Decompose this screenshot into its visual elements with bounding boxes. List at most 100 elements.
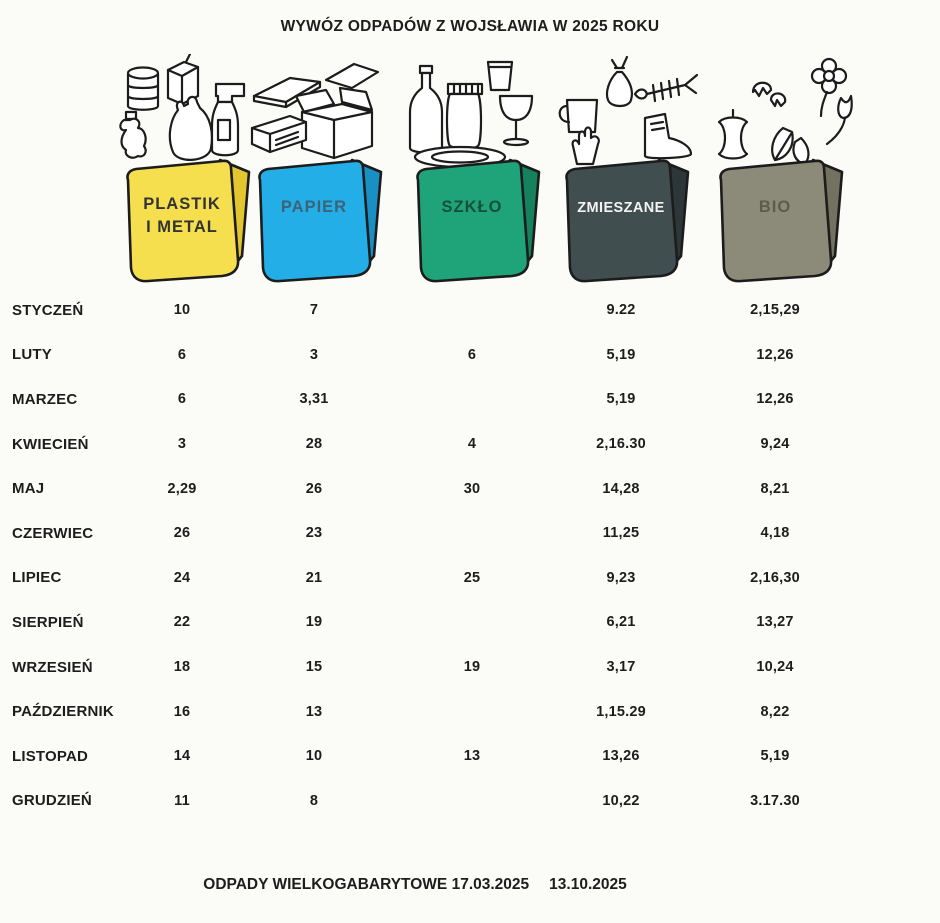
schedule-table: STYCZEŃ 10 7 9.22 2,15,29 LUTY 6 3 6 5,1… (0, 288, 940, 823)
month-label: LISTOPAD (12, 747, 89, 765)
spray-bottle-icon (210, 82, 246, 157)
month-label: LUTY (12, 346, 52, 364)
bio-dates: 8,22 (760, 703, 790, 720)
zmieszane-dates: 9.22 (606, 302, 636, 319)
plastik-dates: 2,29 (167, 480, 197, 497)
plastik-dates: 10 (173, 302, 191, 319)
zmieszane-dates: 11,25 (602, 525, 640, 542)
zmieszane-dates: 3,17 (606, 659, 636, 676)
bin-szklo: SZKŁO (408, 60, 541, 283)
month-label: KWIECIEŃ (12, 435, 89, 453)
leaves-icon (771, 126, 810, 166)
flower-icon (810, 57, 848, 118)
papier-dates: 19 (305, 614, 323, 631)
bin-label-line1: BIO (759, 198, 791, 216)
bulky-waste-note: ODPADY WIELKOGABARYTOWE 17.03.2025 13.10.… (0, 876, 885, 894)
table-row: PAŹDZIERNIK 16 13 1,15.29 8,22 (0, 689, 940, 734)
papier-dates: 10 (305, 748, 323, 765)
bin-front-face (565, 159, 679, 283)
bin-papier: PAPIER (250, 62, 383, 283)
old-shoe-icon (643, 112, 693, 160)
plastik-dates: 11 (174, 792, 190, 809)
bio-dates: 8,21 (760, 480, 790, 497)
plastik-dates: 3 (177, 436, 187, 453)
fish-skeleton-icon (633, 73, 699, 103)
papier-dates: 28 (305, 436, 323, 453)
bin-bio: BIO (717, 57, 853, 283)
bin-label-line1: ZMIESZANE (577, 200, 664, 216)
bulky-waste-label: ODPADY WIELKOGABARYTOWE (203, 876, 448, 893)
month-label: CZERWIEC (12, 524, 94, 542)
month-label: WRZESIEŃ (12, 658, 93, 676)
szklo-dates: 6 (467, 346, 477, 363)
folded-sheet-icon (324, 62, 380, 90)
bin-label-line1: PLASTIK (143, 195, 221, 213)
apple-core-icon (717, 108, 749, 160)
plastik-dates: 24 (173, 569, 191, 586)
cardboard-box-icon (294, 86, 374, 160)
papier-dates: 23 (305, 525, 323, 542)
zmieszane-dates: 2,16.30 (596, 436, 646, 453)
papier-dates: 13 (305, 703, 323, 720)
paper-stack-icon (252, 76, 322, 109)
month-label: LIPIEC (12, 569, 62, 587)
papier-dates: 3 (309, 346, 319, 363)
table-row: SIERPIEŃ 22 19 6,21 13,27 (0, 600, 940, 645)
zmieszane-dates: 14,28 (602, 480, 640, 497)
zmieszane-dates: 9,23 (606, 569, 636, 586)
month-label: PAŹDZIERNIK (12, 703, 114, 721)
szklo-dates: 25 (463, 569, 481, 586)
bio-dates: 12,26 (756, 346, 794, 363)
bio-dates: 5,19 (760, 748, 790, 765)
jar-icon (445, 82, 484, 151)
zmieszane-dates: 13,26 (602, 748, 640, 765)
bin-zmieszane: ZMIESZANE (558, 55, 699, 283)
crumpled-bottle-icon (119, 110, 147, 159)
table-row: MAJ 2,29 26 30 14,28 8,21 (0, 466, 940, 511)
zmieszane-dates: 5,19 (606, 346, 636, 363)
table-row: LISTOPAD 14 10 13 13,26 5,19 (0, 734, 940, 779)
month-label: SIERPIEŃ (12, 613, 84, 631)
page-title: WYWÓZ ODPADÓW Z WOJSŁAWIA W 2025 ROKU (280, 18, 660, 35)
bio-dates: 2,15,29 (750, 302, 800, 319)
month-label: STYCZEŃ (12, 301, 84, 319)
szklo-dates: 30 (463, 480, 481, 497)
szklo-dates: 4 (467, 436, 477, 453)
table-row: KWIECIEŃ 3 28 4 2,16.30 9,24 (0, 422, 940, 467)
papier-dates: 7 (309, 302, 319, 319)
bins-row: PLASTIK I METAL PAPIER (0, 54, 940, 288)
bin-plastik-metal: PLASTIK I METAL (119, 54, 251, 283)
zmieszane-dates: 10,22 (602, 792, 640, 809)
bio-dates: 4,18 (760, 525, 790, 542)
plastik-dates: 22 (173, 614, 191, 631)
zmieszane-dates: 1,15.29 (596, 703, 646, 720)
plastik-dates: 26 (173, 525, 191, 542)
plastik-dates: 6 (177, 346, 187, 363)
szklo-dates: 13 (463, 748, 481, 765)
table-row: GRUDZIEŃ 11 8 10,22 3.17.30 (0, 779, 940, 824)
tumbler-glass-icon (486, 60, 514, 92)
bin-front-face (126, 159, 240, 283)
bin-front-face (258, 159, 372, 283)
trash-bag-icon (605, 55, 633, 108)
eggshells-icon (751, 81, 787, 108)
month-label: GRUDZIEŃ (12, 792, 92, 810)
bio-dates: 3.17.30 (750, 792, 800, 809)
bio-dates: 12,26 (756, 391, 794, 408)
zmieszane-dates: 6,21 (606, 614, 636, 631)
tulip-icon (825, 94, 853, 146)
month-label: MARZEC (12, 390, 78, 408)
papier-dates: 26 (305, 480, 323, 497)
table-row: STYCZEŃ 10 7 9.22 2,15,29 (0, 288, 940, 333)
bio-dates: 2,16,30 (750, 569, 800, 586)
bio-dates: 9,24 (760, 436, 790, 453)
plastik-dates: 14 (173, 748, 191, 765)
table-row: MARZEC 6 3,31 5,19 12,26 (0, 377, 940, 422)
bin-front-face (719, 159, 833, 283)
bulky-waste-date-1: 17.03.2025 (451, 876, 530, 893)
bin-label-line2: I METAL (146, 218, 218, 236)
wine-goblet-icon (498, 94, 534, 147)
glove-icon (571, 126, 600, 166)
zmieszane-dates: 5,19 (606, 391, 636, 408)
